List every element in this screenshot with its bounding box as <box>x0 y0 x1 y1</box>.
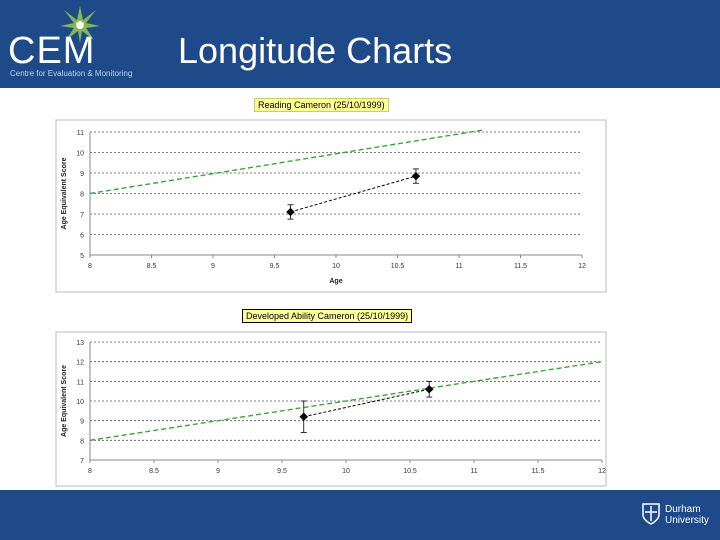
y-axis-label: Age Equivalent Score <box>61 365 68 437</box>
y-tick-label: 7 <box>80 212 84 219</box>
series-line <box>303 388 430 418</box>
x-tick-label: 8 <box>88 263 92 270</box>
cem-logo-subtitle: Centre for Evaluation & Monitoring <box>10 69 133 78</box>
durham-line2: University <box>665 515 709 526</box>
y-tick-label: 10 <box>76 151 84 158</box>
x-tick-label: 11 <box>455 263 462 270</box>
trend-line <box>89 360 603 442</box>
data-point <box>411 171 421 181</box>
reading-chart: 5 6 7 8 9 10 11 8 8.5 9 9.5 10 10.5 11 11.5 12 Age Equiv… <box>55 119 607 293</box>
x-tick-label: 10 <box>332 263 340 270</box>
cem-logo: CEM <box>8 30 96 72</box>
x-tick-label: 9 <box>211 263 215 270</box>
y-tick-label: 5 <box>80 253 84 260</box>
y-tick-label: 11 <box>77 130 84 137</box>
x-tick-label: 9.5 <box>277 468 287 475</box>
y-tick-label: 9 <box>80 419 84 426</box>
cem-star-icon <box>60 6 100 43</box>
x-tick-label: 12 <box>578 263 586 270</box>
x-tick-label: 10 <box>342 468 350 475</box>
data-point <box>424 384 434 394</box>
y-tick-label: 13 <box>76 340 84 347</box>
series-line <box>290 175 417 213</box>
y-tick-label: 6 <box>80 233 84 240</box>
x-tick-label: 11 <box>470 468 477 475</box>
data-point <box>286 207 295 217</box>
x-tick-label: 10.5 <box>391 263 405 270</box>
x-tick-label: 12 <box>598 468 606 475</box>
durham-line1: Durham <box>665 504 701 515</box>
chart2-title: Developed Ability Cameron (25/10/1999) <box>242 309 413 323</box>
y-tick-label: 9 <box>80 171 84 178</box>
y-tick-label: 12 <box>76 360 84 367</box>
trend-line <box>89 129 484 195</box>
x-tick-label: 8.5 <box>147 263 157 270</box>
x-tick-label: 9.5 <box>270 263 280 270</box>
y-tick-label: 11 <box>77 379 84 386</box>
x-tick-label: 11.5 <box>531 468 544 475</box>
durham-shield-icon <box>642 503 660 525</box>
y-tick-label: 7 <box>80 458 84 465</box>
x-tick-label: 8.5 <box>149 468 159 475</box>
x-axis-label: Age <box>329 278 342 285</box>
x-tick-label: 8 <box>88 468 92 475</box>
chart-frame <box>55 119 607 293</box>
footer-bar <box>0 490 720 540</box>
x-tick-label: 11.5 <box>514 263 527 270</box>
y-tick-label: 8 <box>80 438 84 445</box>
durham-university-logo: Durham University <box>665 504 709 526</box>
y-tick-label: 10 <box>76 399 84 406</box>
chart1-title: Reading Cameron (25/10/1999) <box>254 98 389 112</box>
chart-frame <box>55 331 607 487</box>
y-axis-label: Age Equivalent Score <box>61 157 68 229</box>
x-tick-label: 10.5 <box>403 468 417 475</box>
y-tick-label: 8 <box>80 192 84 199</box>
x-tick-label: 9 <box>216 468 220 475</box>
header-bar: CEM Centre for Evaluation & Monitoring L… <box>0 0 720 88</box>
page-title: Longitude Charts <box>178 30 453 71</box>
